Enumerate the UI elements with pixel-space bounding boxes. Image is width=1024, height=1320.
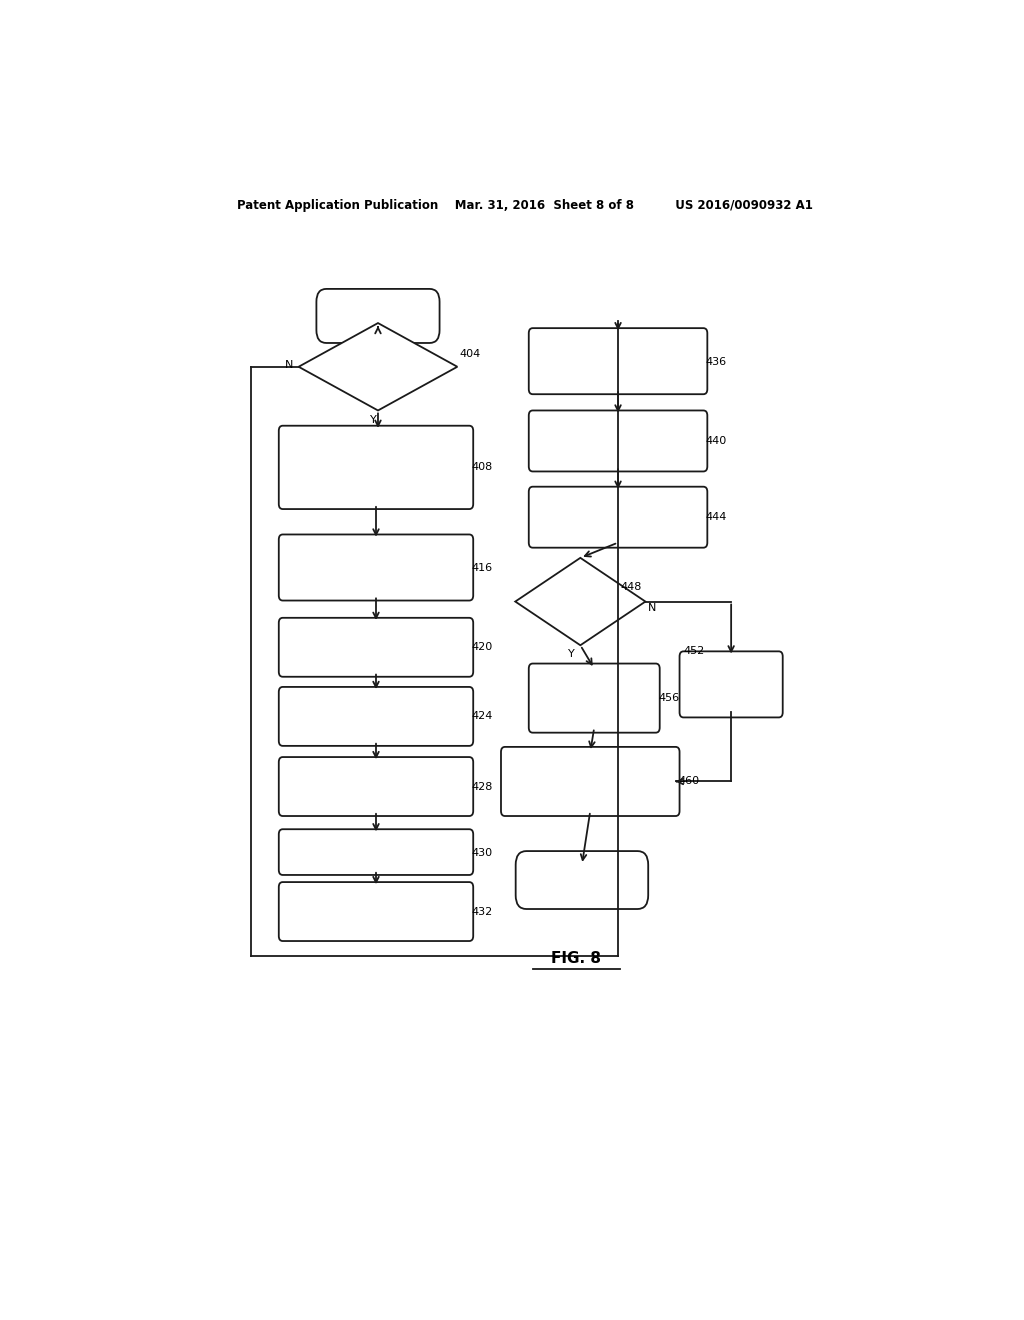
FancyBboxPatch shape bbox=[279, 829, 473, 875]
Text: 432: 432 bbox=[472, 907, 493, 916]
Text: 408: 408 bbox=[472, 462, 493, 473]
Text: 448: 448 bbox=[620, 582, 641, 593]
Text: Y: Y bbox=[568, 649, 575, 660]
FancyBboxPatch shape bbox=[279, 618, 473, 677]
Text: 460: 460 bbox=[678, 776, 699, 787]
Text: N: N bbox=[648, 603, 656, 612]
Text: FIG. 8: FIG. 8 bbox=[551, 952, 601, 966]
Text: Patent Application Publication    Mar. 31, 2016  Sheet 8 of 8          US 2016/0: Patent Application Publication Mar. 31, … bbox=[237, 199, 813, 213]
FancyBboxPatch shape bbox=[316, 289, 439, 343]
Text: 436: 436 bbox=[706, 356, 727, 367]
Polygon shape bbox=[515, 558, 645, 645]
FancyBboxPatch shape bbox=[516, 851, 648, 909]
Text: N: N bbox=[285, 360, 294, 370]
FancyBboxPatch shape bbox=[279, 758, 473, 816]
Text: 428: 428 bbox=[472, 781, 493, 792]
Text: 440: 440 bbox=[706, 436, 727, 446]
FancyBboxPatch shape bbox=[279, 686, 473, 746]
FancyBboxPatch shape bbox=[279, 426, 473, 510]
Text: 430: 430 bbox=[472, 847, 493, 858]
Text: 424: 424 bbox=[472, 711, 493, 722]
FancyBboxPatch shape bbox=[528, 664, 659, 733]
FancyBboxPatch shape bbox=[528, 411, 708, 471]
FancyBboxPatch shape bbox=[528, 329, 708, 395]
Text: 444: 444 bbox=[706, 512, 727, 523]
Text: 420: 420 bbox=[472, 643, 493, 652]
Text: 416: 416 bbox=[472, 564, 493, 573]
Text: 452: 452 bbox=[684, 647, 705, 656]
Text: 404: 404 bbox=[460, 348, 481, 359]
FancyBboxPatch shape bbox=[501, 747, 680, 816]
Text: Y: Y bbox=[370, 414, 377, 425]
Text: 456: 456 bbox=[658, 693, 679, 704]
FancyBboxPatch shape bbox=[680, 651, 782, 718]
FancyBboxPatch shape bbox=[279, 535, 473, 601]
FancyBboxPatch shape bbox=[279, 882, 473, 941]
Polygon shape bbox=[299, 323, 458, 411]
FancyBboxPatch shape bbox=[528, 487, 708, 548]
